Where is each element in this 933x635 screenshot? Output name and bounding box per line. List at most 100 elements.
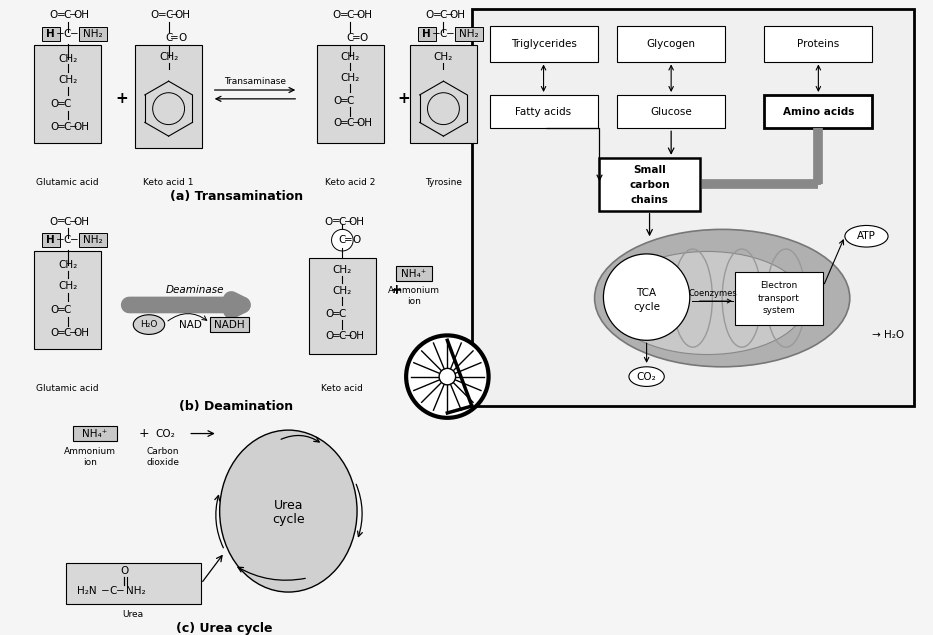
Bar: [472, 8, 913, 406]
Text: Amino acids: Amino acids: [783, 107, 854, 117]
Text: OH: OH: [174, 10, 190, 20]
Text: −: −: [69, 123, 77, 132]
Text: O: O: [178, 33, 187, 43]
Text: C: C: [63, 99, 71, 109]
Text: O: O: [50, 99, 59, 109]
Text: Keto acid 2: Keto acid 2: [325, 178, 375, 187]
Circle shape: [331, 229, 353, 251]
Text: =: =: [57, 123, 66, 132]
Text: (b) Deamination: (b) Deamination: [179, 399, 293, 413]
Text: O: O: [325, 217, 333, 227]
Text: C: C: [346, 10, 354, 20]
Text: CH₂: CH₂: [434, 51, 453, 62]
Circle shape: [406, 335, 489, 418]
Text: Electron: Electron: [760, 281, 798, 290]
Text: O: O: [50, 305, 59, 315]
Text: (a) Transamination: (a) Transamination: [170, 190, 303, 203]
Bar: [35, 45, 101, 143]
Circle shape: [439, 368, 455, 385]
Bar: [617, 26, 725, 62]
Text: −: −: [352, 118, 360, 128]
Text: O: O: [332, 10, 341, 20]
Text: CH₂: CH₂: [341, 73, 360, 83]
Text: O: O: [333, 96, 341, 106]
Text: =: =: [340, 118, 349, 128]
Ellipse shape: [133, 315, 165, 335]
Text: =: =: [57, 328, 66, 338]
Text: H₂N: H₂N: [77, 585, 97, 596]
Text: OH: OH: [74, 328, 90, 338]
Bar: [42, 233, 60, 247]
Text: O: O: [49, 10, 58, 20]
Ellipse shape: [609, 251, 805, 354]
Text: carbon: carbon: [629, 180, 670, 190]
Text: O: O: [49, 217, 58, 227]
Text: → H₂O: → H₂O: [872, 330, 904, 340]
Bar: [490, 95, 597, 128]
Bar: [79, 233, 106, 247]
Text: Urea: Urea: [123, 610, 144, 618]
Text: =: =: [57, 99, 66, 109]
Text: =: =: [57, 10, 66, 20]
Circle shape: [604, 254, 689, 340]
Text: O: O: [360, 33, 368, 43]
Text: O: O: [352, 235, 360, 245]
Text: transport: transport: [759, 293, 801, 303]
Text: Tyrosine: Tyrosine: [425, 178, 462, 187]
Bar: [764, 26, 872, 62]
Text: CH₂: CH₂: [58, 260, 77, 270]
Text: Carbon: Carbon: [146, 446, 179, 456]
Text: H: H: [47, 235, 55, 245]
Text: C: C: [339, 217, 346, 227]
Text: NH₂: NH₂: [83, 29, 103, 39]
Text: Transaminase: Transaminase: [224, 77, 286, 86]
Text: TCA: TCA: [636, 288, 657, 298]
Text: Keto acid 1: Keto acid 1: [144, 178, 194, 187]
Ellipse shape: [629, 367, 664, 387]
Bar: [210, 317, 249, 333]
Bar: [764, 95, 872, 128]
Text: NADH: NADH: [215, 319, 244, 330]
Text: −: −: [445, 10, 453, 20]
Text: C: C: [165, 10, 173, 20]
Bar: [42, 27, 60, 41]
Text: O: O: [50, 328, 59, 338]
Text: −: −: [344, 217, 353, 227]
Text: −: −: [352, 10, 360, 20]
Text: CH₂: CH₂: [341, 51, 360, 62]
Text: H: H: [47, 29, 55, 39]
Bar: [490, 26, 597, 62]
Text: =: =: [332, 331, 341, 342]
Text: Ammonium: Ammonium: [64, 446, 116, 456]
Text: O: O: [120, 566, 129, 576]
Text: C: C: [165, 33, 173, 43]
Text: +: +: [391, 283, 402, 297]
Text: =: =: [340, 10, 349, 20]
Text: =: =: [340, 96, 349, 106]
Text: C: C: [63, 29, 71, 39]
Bar: [418, 27, 436, 41]
Text: O: O: [333, 118, 341, 128]
Text: +: +: [115, 91, 128, 106]
Text: C: C: [63, 123, 71, 132]
Text: C: C: [346, 96, 354, 106]
Text: NH₂: NH₂: [83, 235, 103, 245]
Text: −: −: [101, 585, 109, 596]
Bar: [397, 265, 432, 281]
Bar: [617, 95, 725, 128]
FancyArrowPatch shape: [129, 300, 243, 311]
Text: O: O: [425, 10, 434, 20]
Text: CH₂: CH₂: [333, 286, 352, 296]
Text: Ammonium: Ammonium: [388, 286, 440, 295]
Text: OH: OH: [74, 123, 90, 132]
Text: C: C: [63, 328, 71, 338]
Ellipse shape: [845, 225, 888, 247]
Text: Fatty acids: Fatty acids: [516, 107, 572, 117]
Text: C: C: [439, 29, 447, 39]
Text: =: =: [433, 10, 442, 20]
Text: =: =: [170, 33, 179, 43]
Text: H: H: [423, 29, 431, 39]
Text: OH: OH: [348, 331, 364, 342]
Text: Glutamic acid: Glutamic acid: [36, 384, 99, 393]
Text: CH₂: CH₂: [58, 53, 77, 64]
